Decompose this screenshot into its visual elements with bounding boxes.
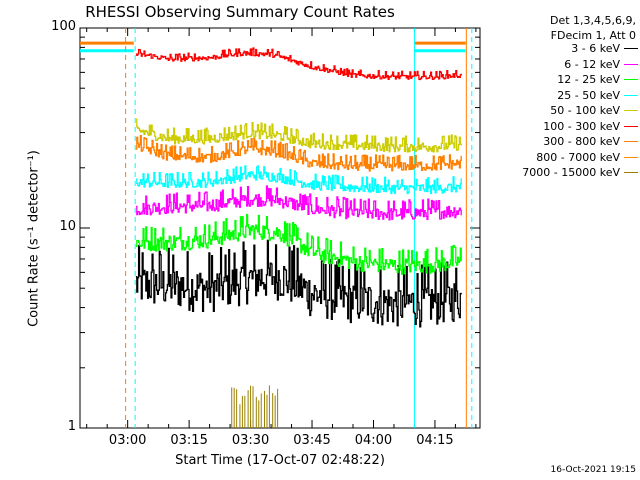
legend-swatch [624, 110, 638, 112]
legend-swatch [624, 94, 638, 96]
legend-item: 12 - 25 keV [460, 72, 638, 88]
series-line [135, 47, 462, 81]
legend-item: 25 - 50 keV [460, 88, 638, 104]
legend-item-label: 25 - 50 keV [557, 88, 620, 102]
legend-item-label: 300 - 800 keV [543, 135, 620, 149]
legend-item-label: 12 - 25 keV [557, 73, 620, 87]
series-line [135, 118, 462, 153]
series-line [135, 214, 462, 275]
legend-header-line-1: Det 1,3,4,5,6,9, [549, 14, 636, 27]
footer-timestamp: 16-Oct-2021 19:15 [550, 465, 636, 475]
legend-swatch [624, 48, 638, 50]
x-tick-label: 04:15 [416, 433, 454, 448]
y-tick-label: 10 [59, 219, 76, 234]
legend-item: 6 - 12 keV [460, 57, 638, 73]
plot-frame [79, 27, 481, 429]
legend-swatch [624, 156, 638, 158]
legend-item: 7000 - 15000 keV [460, 165, 638, 181]
x-tick-label: 03:30 [231, 433, 270, 448]
legend-item-label: 7000 - 15000 keV [522, 166, 620, 180]
x-tick-label: 03:00 [108, 433, 147, 448]
legend-item-label: 3 - 6 keV [571, 42, 620, 56]
legend-item: 800 - 7000 keV [460, 150, 638, 166]
legend-item: 50 - 100 keV [460, 103, 638, 119]
legend-item: 100 - 300 keV [460, 119, 638, 135]
legend-item-label: 800 - 7000 keV [536, 150, 620, 164]
legend-swatch [624, 63, 638, 65]
y-tick-label: 100 [51, 19, 76, 34]
y-tick-label: 1 [67, 419, 76, 434]
legend-header-line-2: FDecim 1, Att 0 [550, 29, 636, 42]
series-line [135, 134, 462, 172]
x-tick-label: 03:15 [170, 433, 208, 448]
legend-item-label: 100 - 300 keV [543, 119, 620, 133]
legend-item-label: 6 - 12 keV [564, 57, 620, 71]
legend-item: 300 - 800 keV [460, 134, 638, 150]
y-axis-label: Count Rate (s⁻¹ detector⁻¹) [26, 150, 42, 327]
series-line [135, 165, 462, 195]
x-axis-label: Start Time (17-Oct-07 02:48:22) [175, 453, 385, 468]
legend-item: 3 - 6 keV [460, 41, 638, 57]
series-line [135, 185, 462, 221]
legend-item-label: 50 - 100 keV [550, 104, 620, 118]
legend-swatch [624, 79, 638, 81]
legend: 3 - 6 keV 6 - 12 keV 12 - 25 keV 25 - 50 ke… [460, 41, 638, 181]
x-tick-label: 03:45 [293, 433, 331, 448]
legend-swatch [624, 141, 638, 143]
legend-swatch [624, 172, 638, 174]
legend-header: Det 1,3,4,5,6,9, FDecim 1, Att 0 [470, 13, 636, 43]
series-line [135, 239, 462, 328]
legend-swatch [624, 125, 638, 127]
x-tick-label: 04:00 [354, 433, 393, 448]
chart-title: RHESSI Observing Summary Count Rates [85, 3, 395, 21]
